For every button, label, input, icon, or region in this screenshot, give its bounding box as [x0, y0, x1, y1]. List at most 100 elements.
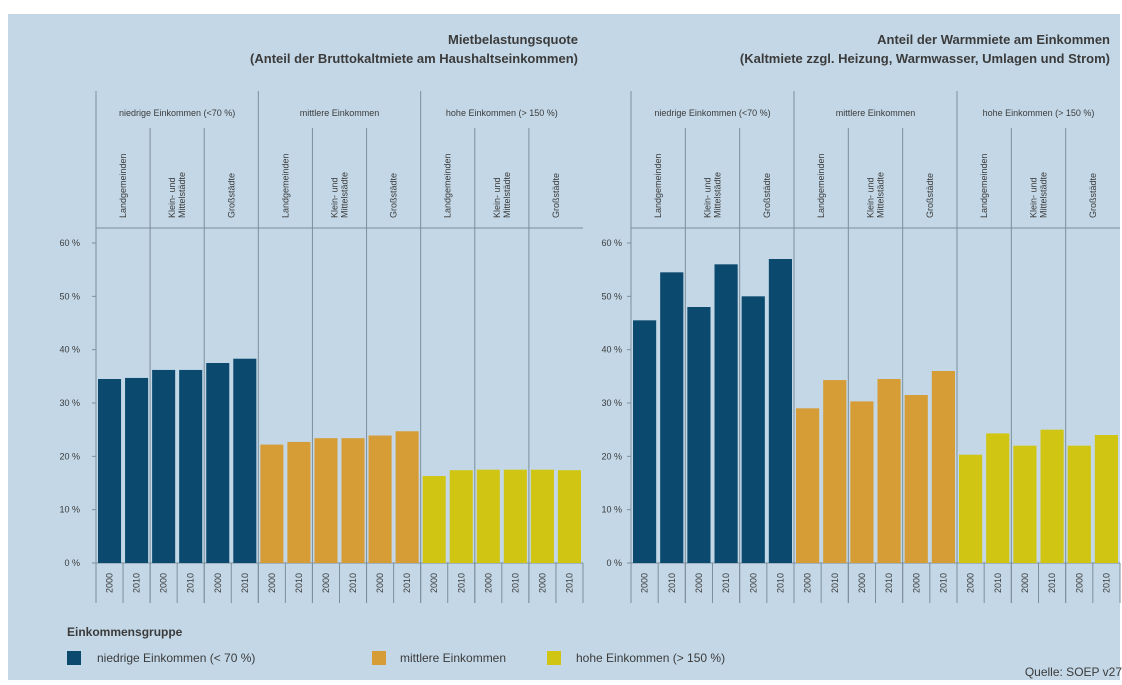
bar — [314, 438, 338, 563]
subgroup-label-klein-mittelstaedte: Klein- undMittelstädte — [492, 172, 512, 218]
x-tick-label: 2010 — [775, 573, 785, 593]
x-tick-label: 2000 — [1074, 573, 1084, 593]
bar — [741, 296, 765, 563]
x-tick-label: 2010 — [1047, 573, 1057, 593]
x-tick-label: 2000 — [640, 573, 650, 593]
bar — [179, 369, 203, 563]
x-tick-label: 2010 — [667, 573, 677, 593]
bar — [714, 264, 738, 563]
chart-background — [8, 14, 1120, 680]
x-tick-label: 2000 — [159, 573, 169, 593]
bar — [98, 379, 122, 563]
x-tick-label: 2010 — [721, 573, 731, 593]
x-tick-label: 2010 — [510, 573, 520, 593]
legend-label-niedrig: niedrige Einkommen (< 70 %) — [97, 651, 255, 665]
bar — [1067, 445, 1091, 563]
subgroup-label-grossstaedte: Großstädte — [925, 173, 935, 218]
x-tick-label: 2000 — [748, 573, 758, 593]
legend-title: Einkommensgruppe — [67, 625, 183, 639]
subgroup-label-klein-mittelstaedte: Klein- undMittelstädte — [866, 172, 886, 218]
bar — [796, 408, 820, 563]
x-tick-label: 2000 — [1020, 573, 1030, 593]
bar — [152, 369, 176, 563]
chart-title-left: Mietbelastungsquote — [448, 32, 578, 47]
x-tick-label: 2010 — [132, 573, 142, 593]
y-tick-label: 60 % — [59, 238, 80, 248]
x-tick-label: 2010 — [884, 573, 894, 593]
bar — [986, 433, 1010, 563]
bar — [125, 377, 149, 563]
y-tick-label: 30 % — [59, 398, 80, 408]
bar — [931, 371, 955, 563]
bar — [206, 363, 230, 563]
group-label-niedrig: niedrige Einkommen (<70 %) — [119, 108, 235, 118]
x-tick-label: 2000 — [857, 573, 867, 593]
group-label-mittel: mittlere Einkommen — [836, 108, 916, 118]
legend-label-mittel: mittlere Einkommen — [400, 651, 506, 665]
subgroup-label-landgemeinden: Landgemeinden — [979, 153, 989, 218]
bar — [422, 476, 446, 563]
subgroup-label-klein-mittelstaedte: Klein- undMittelstädte — [330, 172, 350, 218]
bar — [959, 454, 983, 563]
plot-area-left: niedrige Einkommen (<70 %) Landgemeinden K… — [59, 91, 584, 603]
legend-swatch-mittel — [372, 651, 386, 665]
bar — [260, 444, 284, 563]
x-tick-label: 2000 — [429, 573, 439, 593]
x-tick-label: 2010 — [564, 573, 574, 593]
bar — [287, 441, 311, 563]
y-tick-label: 30 % — [601, 398, 622, 408]
x-tick-label: 2010 — [1101, 573, 1111, 593]
bar — [341, 438, 365, 563]
bar — [633, 320, 657, 563]
group-label-mittel: mittlere Einkommen — [300, 108, 380, 118]
x-tick-label: 2000 — [537, 573, 547, 593]
x-tick-label: 2010 — [938, 573, 948, 593]
y-tick-label: 40 % — [601, 345, 622, 355]
subgroup-label-grossstaedte: Großstädte — [551, 173, 561, 218]
x-tick-label: 2010 — [240, 573, 250, 593]
y-tick-label: 20 % — [59, 451, 80, 461]
bar — [904, 395, 928, 563]
subgroup-label-landgemeinden: Landgemeinden — [118, 153, 128, 218]
source-note: Quelle: SOEP v27 — [1025, 665, 1122, 679]
bar — [850, 401, 874, 563]
subgroup-label-landgemeinden: Landgemeinden — [443, 153, 453, 218]
subgroup-label-grossstaedte: Großstädte — [226, 173, 236, 218]
bar — [449, 470, 473, 563]
x-tick-label: 2010 — [456, 573, 466, 593]
subgroup-label-landgemeinden: Landgemeinden — [816, 153, 826, 218]
x-tick-label: 2000 — [911, 573, 921, 593]
legend-swatch-hoch — [547, 651, 561, 665]
x-tick-label: 2010 — [348, 573, 358, 593]
x-tick-label: 2010 — [830, 573, 840, 593]
plot-area-right: niedrige Einkommen (<70 %) Landgemeinden K… — [601, 91, 1121, 603]
y-tick-label: 10 % — [59, 505, 80, 515]
subgroup-label-klein-mittelstaedte: Klein- undMittelstädte — [703, 172, 723, 218]
group-label-hoch: hohe Einkommen (> 150 %) — [983, 108, 1095, 118]
bar — [476, 469, 500, 563]
group-label-hoch: hohe Einkommen (> 150 %) — [446, 108, 558, 118]
subgroup-label-klein-mittelstaedte: Klein- undMittelstädte — [1029, 172, 1049, 218]
x-tick-label: 2000 — [105, 573, 115, 593]
x-tick-label: 2000 — [803, 573, 813, 593]
subgroup-label-grossstaedte: Großstädte — [762, 173, 772, 218]
x-tick-label: 2000 — [375, 573, 385, 593]
bar — [557, 470, 581, 563]
x-tick-label: 2000 — [213, 573, 223, 593]
chart-title-right: Anteil der Warmmiete am Einkommen — [877, 32, 1110, 47]
y-tick-label: 50 % — [601, 291, 622, 301]
legend-swatch-niedrig — [67, 651, 81, 665]
subgroup-label-grossstaedte: Großstädte — [1088, 173, 1098, 218]
chart-subtitle-right: (Kaltmiete zzgl. Heizung, Warmwasser, Um… — [740, 51, 1110, 66]
panel-mietbelastungsquote: Mietbelastungsquote (Anteil der Bruttoka… — [59, 32, 584, 603]
bar — [395, 431, 419, 563]
y-tick-label: 0 % — [64, 558, 80, 568]
bar — [768, 259, 792, 563]
bar — [503, 469, 527, 563]
y-tick-label: 60 % — [601, 238, 622, 248]
x-tick-label: 2000 — [694, 573, 704, 593]
x-tick-label: 2010 — [993, 573, 1003, 593]
subgroup-label-landgemeinden: Landgemeinden — [280, 153, 290, 218]
